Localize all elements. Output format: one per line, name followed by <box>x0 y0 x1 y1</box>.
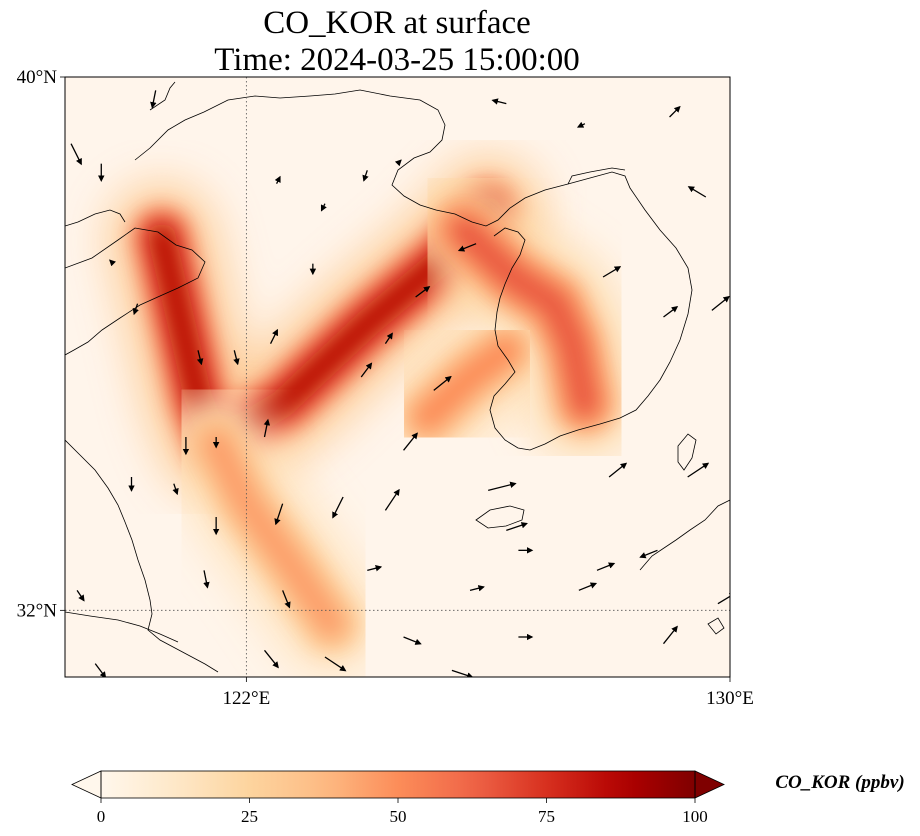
coastlines <box>65 81 730 673</box>
plume-core <box>450 216 599 418</box>
plume-core <box>413 336 521 431</box>
gridlines <box>65 77 730 677</box>
wind-vector <box>362 170 369 182</box>
wind-vector <box>150 90 157 109</box>
wind-vector <box>578 582 598 591</box>
wind-vector <box>263 649 279 669</box>
colorbar-extend-max <box>694 770 725 799</box>
wind-vector <box>662 625 678 645</box>
x-tick-label: 122°E <box>223 688 271 709</box>
wind-vector <box>109 259 116 267</box>
wind-vector <box>367 565 383 572</box>
colorbar-gradient <box>101 771 695 798</box>
wind-vector <box>360 362 373 378</box>
plume-core <box>202 429 345 638</box>
wind-vector <box>233 350 240 366</box>
wind-vector <box>274 503 284 526</box>
wind-vector <box>602 266 622 278</box>
wind-vector <box>433 375 452 391</box>
wind-vector <box>488 481 517 491</box>
wind-vector <box>451 669 474 677</box>
wind-vector <box>76 589 85 602</box>
colorbar-tick-label: 75 <box>538 807 555 826</box>
colorbar-tick-label: 0 <box>97 807 106 826</box>
y-tick-label: 40°N <box>17 67 58 88</box>
wind-vector <box>282 590 291 609</box>
map-frame <box>64 76 731 678</box>
wind-vector <box>132 303 139 316</box>
colorbar-label: CO_KOR (ppbv) <box>775 772 904 793</box>
wind-vector <box>384 332 393 345</box>
wind-vector <box>403 636 422 645</box>
wind-vector <box>269 328 278 344</box>
wind-vector <box>687 462 710 478</box>
wind-vector <box>491 98 507 105</box>
colorbar-tick-label: 100 <box>682 807 708 826</box>
wind-vector <box>608 462 628 478</box>
wind-vector <box>196 350 204 366</box>
x-tick-labels: 122°E 130°E <box>223 677 754 709</box>
colorbar: 0 25 50 75 100 CO_KOR (ppbv) <box>71 770 905 826</box>
wind-vector <box>469 585 485 592</box>
wind-vector <box>506 522 528 531</box>
wind-vector <box>576 121 586 128</box>
colorbar-tick-label: 50 <box>390 807 407 826</box>
wind-vector <box>687 186 707 198</box>
wind-vector <box>274 175 281 184</box>
wind-vector <box>663 306 679 318</box>
wind-vector <box>70 143 82 166</box>
colorbar-extend-min <box>71 770 102 799</box>
y-tick-labels: 40°N 32°N <box>17 67 65 621</box>
x-tick-label: 130°E <box>706 688 754 709</box>
wind-vector <box>384 488 400 511</box>
colorbar-ticks: 0 25 50 75 100 <box>97 798 708 826</box>
wind-vector <box>320 203 327 212</box>
wind-vector <box>457 243 477 252</box>
wind-vector <box>263 418 271 438</box>
wind-vector <box>203 570 210 589</box>
co-concentration-field <box>106 155 640 677</box>
wind-vector <box>639 549 658 559</box>
wind-vector <box>415 286 431 298</box>
map-panel <box>65 77 730 677</box>
wind-vector <box>394 159 402 167</box>
wind-vector <box>669 105 681 118</box>
map-title-line-2: Time: 2024-03-25 15:00:00 <box>214 42 579 78</box>
wind-vector <box>711 295 730 311</box>
wind-vector <box>596 562 616 571</box>
wind-vector <box>332 496 344 519</box>
wind-vector <box>717 592 730 605</box>
wind-vector <box>324 656 347 672</box>
y-tick-label: 32°N <box>17 600 58 621</box>
wind-vectors <box>70 90 730 677</box>
colorbar-tick-label: 25 <box>241 807 258 826</box>
map-title-line-1: CO_KOR at surface <box>263 5 531 41</box>
wind-vector <box>403 432 418 451</box>
wind-vector <box>172 483 179 496</box>
wind-vector <box>94 663 107 677</box>
